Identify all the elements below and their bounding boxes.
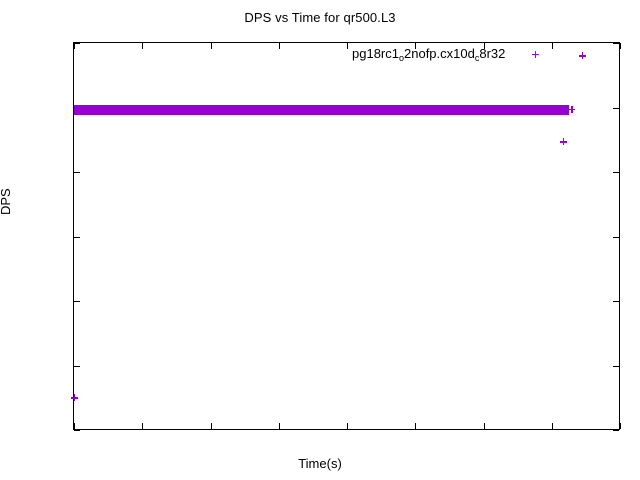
x-tick-mark	[142, 43, 144, 49]
x-tick-mark	[620, 423, 621, 429]
x-tick-mark	[278, 423, 280, 429]
x-tick-mark	[74, 43, 75, 49]
y-tick-mark	[613, 43, 619, 44]
x-tick-mark	[620, 43, 621, 49]
data-series-layer	[70, 43, 621, 431]
y-tick-mark	[74, 107, 80, 109]
x-axis-title: Time(s)	[298, 456, 342, 471]
legend-marker-plus: +	[531, 45, 540, 62]
y-tick-mark	[74, 172, 80, 173]
y-tick-mark	[613, 365, 619, 367]
y-tick-mark	[613, 236, 619, 238]
x-tick-mark	[278, 43, 280, 49]
x-tick-mark	[142, 423, 144, 429]
x-tick-mark	[483, 423, 485, 429]
legend-entry-label: pg18rc1o2nofp.cx10dc8r32	[352, 46, 506, 63]
data-point	[559, 138, 567, 146]
y-axis-title: DPS	[0, 188, 13, 215]
y-tick-mark	[613, 430, 619, 431]
y-tick-mark	[613, 107, 619, 109]
x-tick-mark	[551, 423, 553, 429]
y-tick-mark	[74, 430, 80, 431]
x-tick-mark	[347, 43, 348, 49]
x-tick-mark	[415, 423, 417, 429]
data-point	[70, 394, 78, 402]
data-point	[578, 52, 586, 60]
y-tick-mark	[74, 365, 80, 367]
x-tick-mark	[74, 423, 75, 429]
x-tick-mark	[415, 43, 417, 49]
chart-title: DPS vs Time for qr500.L3	[244, 10, 396, 25]
x-tick-mark	[210, 43, 212, 49]
legend: pg18rc1o2nofp.cx10dc8r32 +	[352, 45, 540, 63]
y-tick-mark	[74, 236, 80, 238]
x-tick-mark	[347, 423, 348, 429]
y-tick-mark	[74, 43, 80, 44]
x-tick-mark	[551, 43, 553, 49]
dense-sample-band	[74, 104, 569, 115]
data-point	[568, 105, 576, 113]
plot-area: 0100200300400500600010002000300040005000…	[70, 42, 621, 431]
x-tick-mark	[483, 43, 485, 49]
y-tick-mark	[613, 301, 619, 302]
x-tick-mark	[210, 423, 212, 429]
y-tick-mark	[613, 172, 619, 173]
y-tick-mark	[74, 301, 80, 302]
